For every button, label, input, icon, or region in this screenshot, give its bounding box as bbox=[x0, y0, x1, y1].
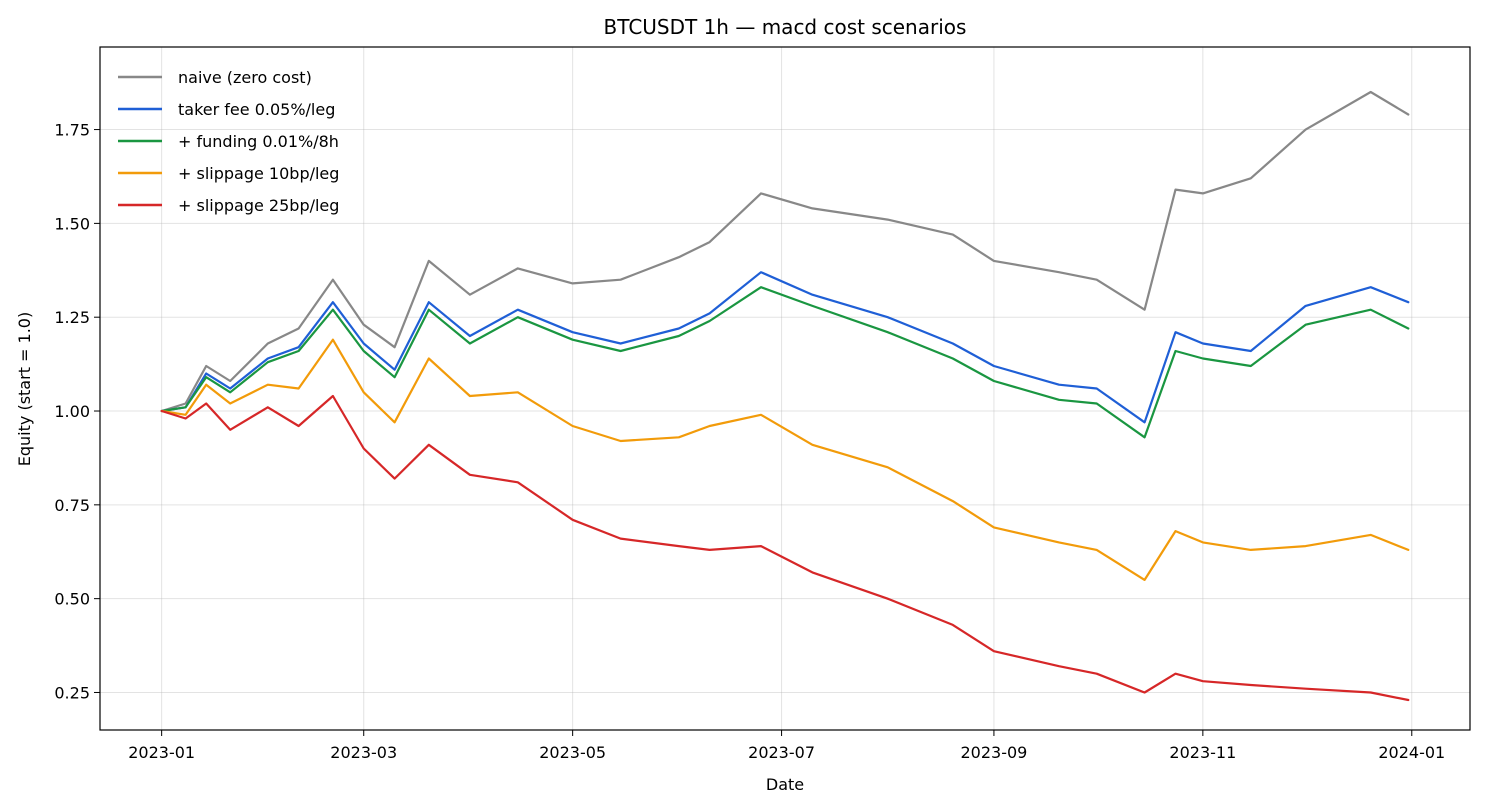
x-tick-label: 2024-01 bbox=[1378, 743, 1445, 762]
chart-title: BTCUSDT 1h — macd cost scenarios bbox=[604, 15, 967, 39]
series-line-4 bbox=[160, 394, 1410, 702]
legend-label: + slippage 10bp/leg bbox=[178, 164, 339, 183]
grid bbox=[100, 47, 1470, 730]
x-tick-label: 2023-07 bbox=[748, 743, 815, 762]
legend: naive (zero cost) taker fee 0.05%/leg + fu… bbox=[118, 68, 339, 215]
series-line-1 bbox=[160, 271, 1410, 424]
x-tick-label: 2023-11 bbox=[1169, 743, 1236, 762]
plot-frame bbox=[99, 46, 1471, 731]
x-tick-label: 2023-01 bbox=[128, 743, 195, 762]
legend-label: + funding 0.01%/8h bbox=[178, 132, 339, 151]
x-tick-label: 2023-05 bbox=[539, 743, 606, 762]
x-tick-label: 2023-09 bbox=[960, 743, 1027, 762]
x-tick-label: 2023-03 bbox=[330, 743, 397, 762]
y-tick-label: 0.50 bbox=[54, 590, 90, 609]
y-axis-ticks: 0.25 0.50 0.75 1.00 1.25 1.50 1.75 bbox=[54, 121, 100, 702]
legend-label: taker fee 0.05%/leg bbox=[178, 100, 335, 119]
legend-label: + slippage 25bp/leg bbox=[178, 196, 339, 215]
x-axis-ticks: 2023-01 2023-03 2023-05 2023-07 2023-09 2023-… bbox=[128, 730, 1445, 762]
x-axis-label: Date bbox=[766, 775, 804, 794]
series-line-2 bbox=[160, 286, 1410, 439]
y-tick-label: 1.75 bbox=[54, 121, 90, 140]
series-line-0 bbox=[160, 90, 1410, 413]
legend-label: naive (zero cost) bbox=[178, 68, 312, 87]
y-tick-label: 0.25 bbox=[54, 683, 90, 702]
y-tick-label: 1.25 bbox=[54, 308, 90, 327]
y-tick-label: 1.00 bbox=[54, 402, 90, 421]
series-line-3 bbox=[160, 338, 1410, 581]
y-tick-label: 0.75 bbox=[54, 496, 90, 515]
series-lines bbox=[160, 90, 1410, 702]
y-axis-label: Equity (start = 1.0) bbox=[15, 312, 34, 466]
y-tick-label: 1.50 bbox=[54, 214, 90, 233]
